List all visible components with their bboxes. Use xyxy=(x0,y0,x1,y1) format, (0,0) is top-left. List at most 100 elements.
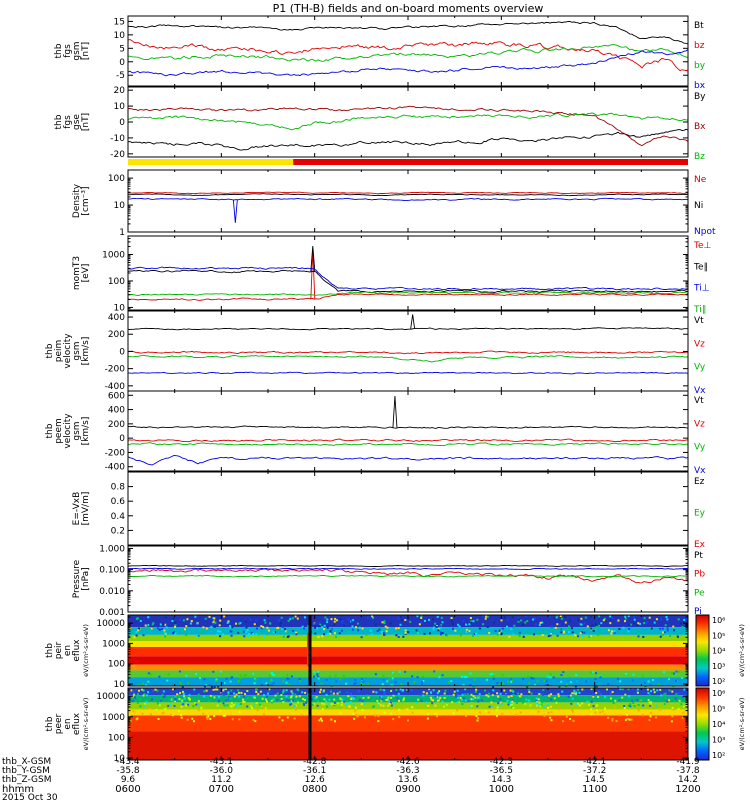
speckle xyxy=(400,615,402,618)
speckle xyxy=(486,625,489,628)
speckle xyxy=(487,711,490,714)
series-Vt xyxy=(127,425,689,429)
series-Vy xyxy=(128,354,688,363)
speckle xyxy=(326,621,329,623)
speckle xyxy=(512,633,515,636)
speckle xyxy=(334,674,337,677)
speckle xyxy=(555,701,558,704)
speckle xyxy=(417,698,420,701)
speckle xyxy=(588,700,591,703)
speckle xyxy=(641,674,644,677)
speckle xyxy=(183,695,186,698)
speckle xyxy=(278,619,280,622)
footer-value: 9.6 xyxy=(121,775,136,785)
speckle xyxy=(554,626,557,629)
speckle xyxy=(653,691,656,694)
speckle xyxy=(500,633,503,636)
speckle xyxy=(672,708,675,711)
speckle xyxy=(665,616,668,618)
speckle xyxy=(422,680,425,682)
speckle xyxy=(301,691,304,694)
speckle xyxy=(177,694,180,697)
speckle xyxy=(528,691,531,693)
speckle xyxy=(420,617,423,619)
speckle xyxy=(476,705,479,708)
speckle xyxy=(497,695,499,698)
speckle xyxy=(524,703,527,705)
footer-row-label: thb_Z-GSM xyxy=(2,775,51,785)
speckle xyxy=(571,697,574,700)
speckle xyxy=(205,627,208,630)
speckle xyxy=(638,632,640,635)
speckle xyxy=(467,700,470,703)
speckle xyxy=(411,711,414,714)
speckle xyxy=(186,702,189,705)
speckle xyxy=(243,700,246,703)
speckle xyxy=(571,709,573,712)
speckle xyxy=(532,618,535,621)
speckle xyxy=(365,633,368,636)
speckle xyxy=(186,718,189,721)
speckle xyxy=(222,633,225,636)
speckle xyxy=(578,691,581,694)
speckle xyxy=(329,630,332,633)
y-axis-label: gsm xyxy=(72,41,82,60)
speckle xyxy=(374,623,377,626)
speckle xyxy=(352,704,355,707)
speckle xyxy=(597,690,600,693)
speckle xyxy=(512,690,515,693)
speckle xyxy=(292,699,295,702)
speckle xyxy=(394,681,397,684)
speckle xyxy=(595,625,598,628)
speckle xyxy=(526,620,529,623)
speckle xyxy=(658,683,661,686)
speckle xyxy=(316,704,319,707)
speckle xyxy=(266,700,268,703)
speckle xyxy=(328,675,331,678)
speckle xyxy=(192,705,195,707)
y-tick-label: 1000 xyxy=(102,713,125,723)
speckle xyxy=(643,617,646,620)
speckle xyxy=(618,698,621,701)
speckle xyxy=(438,676,441,679)
speckle xyxy=(323,703,326,706)
colorbar-tick-label: 10³ xyxy=(712,736,725,745)
speckle xyxy=(475,688,478,691)
speckle xyxy=(422,619,425,622)
speckle xyxy=(260,684,263,687)
speckle xyxy=(260,625,263,628)
speckle xyxy=(541,634,544,637)
speckle xyxy=(623,705,626,707)
speckle xyxy=(281,626,284,629)
speckle xyxy=(163,695,166,698)
speckle xyxy=(649,704,652,707)
spec-band xyxy=(128,656,688,665)
speckle xyxy=(389,701,392,704)
speckle xyxy=(392,694,395,697)
speckle xyxy=(215,678,218,681)
speckle xyxy=(588,635,591,638)
speckle xyxy=(577,635,580,638)
speckle xyxy=(361,627,364,630)
speckle xyxy=(295,633,298,636)
speckle xyxy=(319,688,322,691)
speckle xyxy=(381,688,384,691)
spec-band xyxy=(128,647,688,657)
speckle xyxy=(609,622,612,625)
speckle xyxy=(482,615,484,618)
speckle xyxy=(335,619,338,622)
speckle xyxy=(297,689,300,692)
speckle xyxy=(381,683,384,686)
speckle xyxy=(333,698,336,701)
speckle xyxy=(231,718,234,721)
speckle xyxy=(499,692,502,695)
speckle xyxy=(573,689,576,692)
speckle xyxy=(330,694,333,697)
speckle xyxy=(147,616,150,619)
speckle xyxy=(577,618,580,621)
speckle xyxy=(506,625,508,628)
speckle xyxy=(255,633,258,636)
speckle xyxy=(463,675,466,678)
